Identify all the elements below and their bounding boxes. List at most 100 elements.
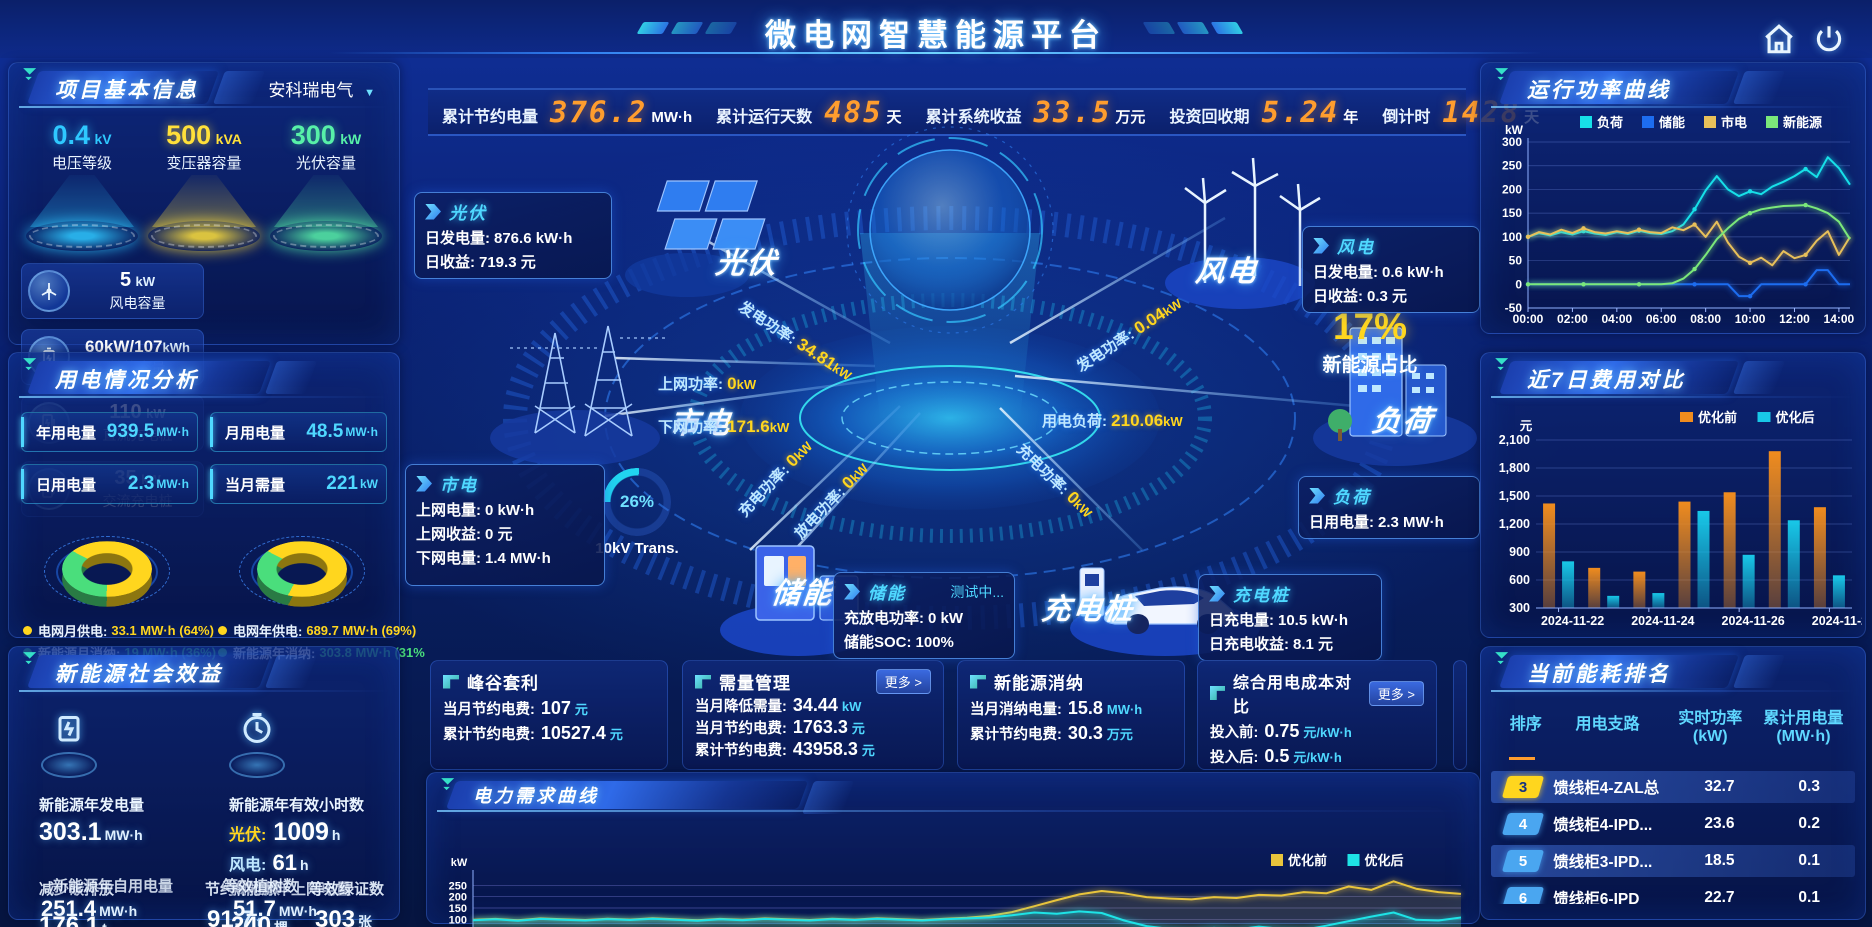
svg-text:2024-11-26: 2024-11-26 (1722, 614, 1785, 628)
branch-energy: 0.1 (1798, 888, 1820, 904)
stat-value: 939.5 (106, 421, 155, 442)
card-chip-icon (1210, 686, 1226, 700)
table-row[interactable]: 5 馈线柜3-IPD... 18.5 0.1 (1491, 844, 1855, 877)
svg-text:1,800: 1,800 (1499, 461, 1530, 475)
svg-text:1,500: 1,500 (1499, 489, 1530, 503)
stat-unit: kW (360, 477, 378, 491)
svg-text:储能: 储能 (1658, 115, 1685, 130)
svg-text:50: 50 (455, 926, 467, 927)
pv-info-box: 光伏 日发电量: 876.6 kW·h 日收益: 719.3 元 (414, 192, 612, 279)
more-button[interactable]: 更多 > (875, 669, 931, 694)
hours-pedestal-icon (225, 708, 289, 778)
wind-turbine-icon (28, 270, 70, 312)
demand-curve-panel: 电力需求曲线 50100150200250kW00:0000:4001:2002… (426, 772, 1480, 927)
svg-text:2,100: 2,100 (1499, 433, 1530, 447)
capacity-cones: 0.4 kV 电压等级 500 kVA 变压器容量 300 kW 光伏容量 (9, 110, 399, 251)
arrow-icon (1313, 237, 1329, 254)
page-title: 微电网智慧能源平台 (765, 18, 1107, 53)
card-label: 风电容量 (109, 295, 166, 311)
wind-capacity-card: 5 kW 风电容量 (21, 263, 204, 319)
flow-load: 用电负荷: 210.06kW (1042, 411, 1183, 430)
table-row[interactable]: 4 馈线柜4-IPD... 23.6 0.2 (1491, 808, 1855, 840)
card-chip-icon (695, 674, 711, 689)
rank-badge: 6 (1501, 886, 1545, 904)
ranking-scroll-marker (1509, 756, 1535, 760)
cone-unit: kV (94, 131, 112, 147)
branch-power: 23.6 (1704, 814, 1735, 832)
svg-text:kW: kW (1505, 123, 1524, 137)
col-rank: 排序 (1509, 716, 1542, 733)
node-label-wind: 风电 (1194, 256, 1260, 288)
svg-text:300: 300 (1502, 135, 1522, 149)
more-button[interactable]: 更多 > (1368, 680, 1424, 706)
card-title: 需量管理 (719, 674, 791, 693)
kpi-saved-energy: 累计节约电量 376.2 MW·h (430, 95, 704, 129)
cone-label: 光伏容量 (295, 155, 356, 172)
card-chip-icon (970, 674, 986, 689)
home-icon[interactable] (1762, 22, 1796, 56)
card-title: 综合用电成本对比 (1233, 675, 1353, 716)
arrow-icon (1209, 585, 1225, 602)
branch-power: 32.7 (1704, 777, 1735, 795)
day-usage-stat: 日用电量 2.3 MW·h (21, 464, 198, 504)
cost-comparison-card: 综合用电成本对比 更多 > 投入前: 0.75 元/kW·h 投入后: 0.5 元/kW… (1197, 660, 1437, 770)
benefit-label: 新能源年上网电量 (231, 881, 352, 898)
cost-compare-panel: 近7日费用对比 300 600 900 1,200 1,500 1,800 2,100 元 20… (1480, 352, 1872, 638)
chevron-down-icon: ▼ (364, 87, 375, 99)
kpi-value: 376.2 (550, 95, 648, 129)
node-label-charger: 充电桩 (1040, 594, 1137, 626)
branch-power: 22.7 (1704, 888, 1735, 904)
cone-value: 300 (290, 120, 336, 150)
legend-label: 电网月供电: (38, 624, 108, 639)
energy-ranking-panel: 当前能耗排名 排序 用电支路 实时功率 (kW) 累计用电量 (MW·h) 3 馈线… (1480, 646, 1866, 920)
transformer-load-pct: 26% (619, 492, 655, 511)
stat-value: 2.3 (127, 473, 155, 494)
panel-title: 电力需求曲线 (473, 786, 599, 806)
renewable-share: 17% 新能源占比 (1300, 306, 1440, 377)
benefit-value: 51.7 MW·h (233, 896, 317, 921)
branch-name: 馈线柜4-ZAL总 (1553, 779, 1660, 797)
svg-text:0: 0 (1515, 277, 1522, 291)
cone-value: 0.4 (52, 120, 90, 150)
demand-management-card: 需量管理 更多 > 当月降低需量: 34.44 kW 当月节约电费: 1763.3 元 … (682, 660, 944, 770)
cone-unit: kVA (215, 131, 242, 147)
table-row[interactable]: 3 馈线柜4-ZAL总 32.7 0.3 (1491, 770, 1855, 803)
svg-text:市电: 市电 (1721, 115, 1747, 130)
rank-badge: 5 (1501, 849, 1545, 872)
svg-text:250: 250 (449, 880, 467, 892)
kpi-system-income: 累计系统收益 33.5 万元 (914, 95, 1158, 129)
cone-unit: kW (340, 131, 362, 147)
card-chip-icon (443, 674, 459, 689)
table-row[interactable]: 6 馈线柜6-IPD 22.7 0.1 (1491, 882, 1855, 904)
year-supply-donut (237, 518, 367, 614)
company-selector[interactable]: 安科瑞电气 ▼ (268, 76, 375, 101)
benefit-label: 等效绿证数 (309, 881, 385, 898)
svg-text:200: 200 (449, 892, 467, 904)
panel-corner-icon (1495, 68, 1509, 81)
cone-label: 电压等级 (51, 155, 112, 172)
panel-title: 新能源社会效益 (55, 663, 223, 686)
flow-grid-up: 上网功率: 0kW (658, 374, 757, 393)
kpi-label: 累计系统收益 (925, 109, 1022, 126)
svg-text:150: 150 (1502, 206, 1522, 220)
svg-text:06:00: 06:00 (1646, 312, 1677, 326)
pv-hours-value: 光伏: 1009 h (229, 818, 341, 846)
renewable-absorption-card: 新能源消纳 当月消纳电量: 15.8 MW·h 累计节约电费: 30.3 万元 (957, 660, 1185, 770)
benefit-value: 303.1 MW·h (39, 818, 143, 846)
svg-text:08:00: 08:00 (1690, 312, 1721, 326)
stat-unit: MW·h (156, 477, 189, 491)
branch-power: 18.5 (1704, 851, 1735, 869)
energy-flow-diagram: 17% 新能源占比 光伏 风电 市电 储能 充电桩 负荷 发电功率: 34.81… (405, 118, 1480, 666)
project-info-panel: 项目基本信息 安科瑞电气 ▼ 0.4 kV 电压等级 500 kVA 变压器容量 (8, 62, 400, 517)
svg-text:kW: kW (451, 857, 468, 869)
month-supply-donut (42, 518, 172, 614)
benefit-value: 251.4 MW·h (41, 896, 138, 921)
stat-label: 年用电量 (36, 424, 97, 442)
svg-text:100: 100 (1502, 230, 1522, 244)
svg-text:元: 元 (1520, 419, 1533, 433)
power-icon[interactable] (1812, 22, 1846, 56)
flow-grid-down: 下网功率: 171.6kW (658, 417, 790, 436)
svg-text:250: 250 (1502, 159, 1522, 173)
kpi-label: 累计运行天数 (716, 109, 813, 126)
